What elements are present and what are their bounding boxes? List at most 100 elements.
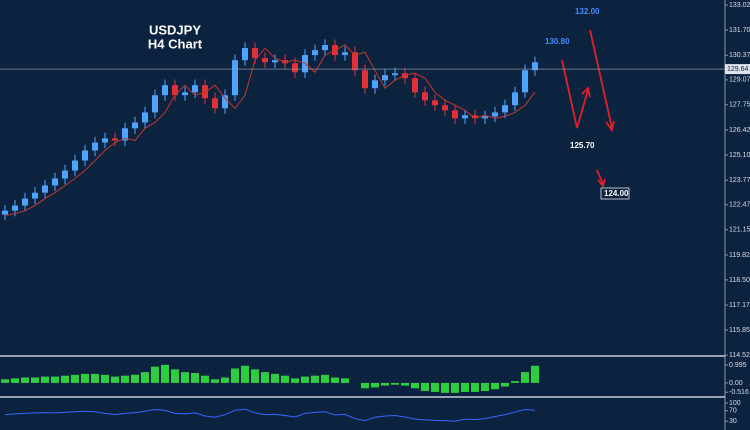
candle-body xyxy=(462,115,468,119)
histogram-bar xyxy=(91,373,99,383)
histogram-bar xyxy=(221,377,229,383)
candle-body xyxy=(242,48,248,61)
y-tick-label: 0.995 xyxy=(729,362,747,369)
candle-body xyxy=(152,95,158,113)
label-box xyxy=(600,187,630,200)
y-tick-label: 119.82 xyxy=(729,252,750,259)
histogram-bar xyxy=(461,382,469,392)
y-tick-label: 130.37 xyxy=(729,52,750,59)
arrow-path xyxy=(596,169,604,185)
y-tick-label: 118.50 xyxy=(729,277,750,284)
candle-body xyxy=(522,70,528,93)
histogram-bar xyxy=(471,382,479,392)
histogram-bar xyxy=(31,377,39,383)
target-label: 124.00 xyxy=(604,189,629,198)
arrow-head xyxy=(581,86,591,98)
candle-body xyxy=(422,92,428,101)
histogram-bar xyxy=(281,375,289,383)
candle-body xyxy=(472,115,478,119)
candle-body xyxy=(32,192,38,199)
histogram-bar xyxy=(331,377,339,383)
candle-body xyxy=(62,170,68,179)
histogram-bar xyxy=(321,374,329,383)
histogram-bar xyxy=(211,379,219,383)
y-tick-label: 117.17 xyxy=(729,302,750,309)
histogram-bar xyxy=(271,373,279,383)
histogram-bar xyxy=(51,376,59,383)
candle-body xyxy=(22,198,28,206)
histogram-bar xyxy=(521,372,529,383)
arrow-path xyxy=(561,59,589,129)
y-tick-label: 121.15 xyxy=(729,227,750,234)
candle-body xyxy=(52,178,58,186)
current-price-label: 129.64 xyxy=(727,66,749,73)
candle-body xyxy=(502,105,508,113)
target-label: 130.80 xyxy=(545,37,570,46)
histogram-bar xyxy=(411,382,419,389)
y-tick-label: 126.42 xyxy=(729,127,750,134)
chart-subtitle: H4 Chart xyxy=(148,36,203,51)
histogram-bar xyxy=(241,365,249,383)
candle-body xyxy=(482,116,488,119)
candle-body xyxy=(102,138,108,143)
histogram-bar xyxy=(111,376,119,383)
histogram-bar xyxy=(501,382,509,387)
candle-body xyxy=(232,60,238,96)
candle-body xyxy=(2,210,8,215)
histogram-bar xyxy=(431,382,439,392)
candle-body xyxy=(442,105,448,111)
histogram-bar xyxy=(301,376,309,383)
candle-body xyxy=(432,100,438,106)
histogram-bar xyxy=(371,382,379,388)
y-tick-label: 122.47 xyxy=(729,202,750,209)
histogram-bar xyxy=(21,377,29,383)
histogram-bar xyxy=(41,376,49,383)
candle-body xyxy=(412,78,418,93)
candle-body xyxy=(112,138,118,141)
histogram-bar xyxy=(201,375,209,383)
histogram-bar xyxy=(11,378,19,383)
candle-body xyxy=(182,92,188,96)
candle-body xyxy=(322,45,328,51)
histogram-bar xyxy=(421,382,429,392)
histogram-bar xyxy=(81,373,89,383)
histogram-bar xyxy=(291,378,299,383)
histogram-bar xyxy=(511,381,519,383)
candle-body xyxy=(82,150,88,161)
candle-body xyxy=(12,205,18,211)
histogram-bar xyxy=(231,368,239,383)
arrow-head xyxy=(605,120,615,133)
histogram-bar xyxy=(441,382,449,393)
histogram-bar xyxy=(71,374,79,383)
arrow-head xyxy=(597,178,606,188)
candle-body xyxy=(222,95,228,109)
histogram-bar xyxy=(181,372,189,383)
candle-body xyxy=(352,52,358,71)
target-label: 125.70 xyxy=(570,141,595,150)
candle-body xyxy=(402,73,408,79)
candle-body xyxy=(42,185,48,193)
forecast-arrows xyxy=(561,29,615,188)
candle-body xyxy=(342,52,348,56)
histogram-bar xyxy=(341,378,349,383)
histogram-bar xyxy=(311,375,319,383)
target-label: 132.00 xyxy=(575,7,600,16)
histogram-bar xyxy=(491,382,499,390)
candle-body xyxy=(512,92,518,106)
histogram-bar xyxy=(251,369,259,383)
y-tick-label: 123.77 xyxy=(729,177,750,184)
candle-body xyxy=(192,85,198,93)
candle-body xyxy=(292,63,298,73)
candle-body xyxy=(172,85,178,96)
y-tick-label: 115.85 xyxy=(729,327,750,334)
candle-body xyxy=(272,60,278,63)
y-tick-label: 114.52 xyxy=(729,352,750,359)
histogram-bar xyxy=(261,372,269,383)
moving-average xyxy=(4,44,536,217)
chart-title: USDJPY xyxy=(149,22,201,37)
histogram-bar xyxy=(391,382,399,385)
y-tick-label: 70 xyxy=(729,408,737,415)
candle-body xyxy=(122,128,128,141)
